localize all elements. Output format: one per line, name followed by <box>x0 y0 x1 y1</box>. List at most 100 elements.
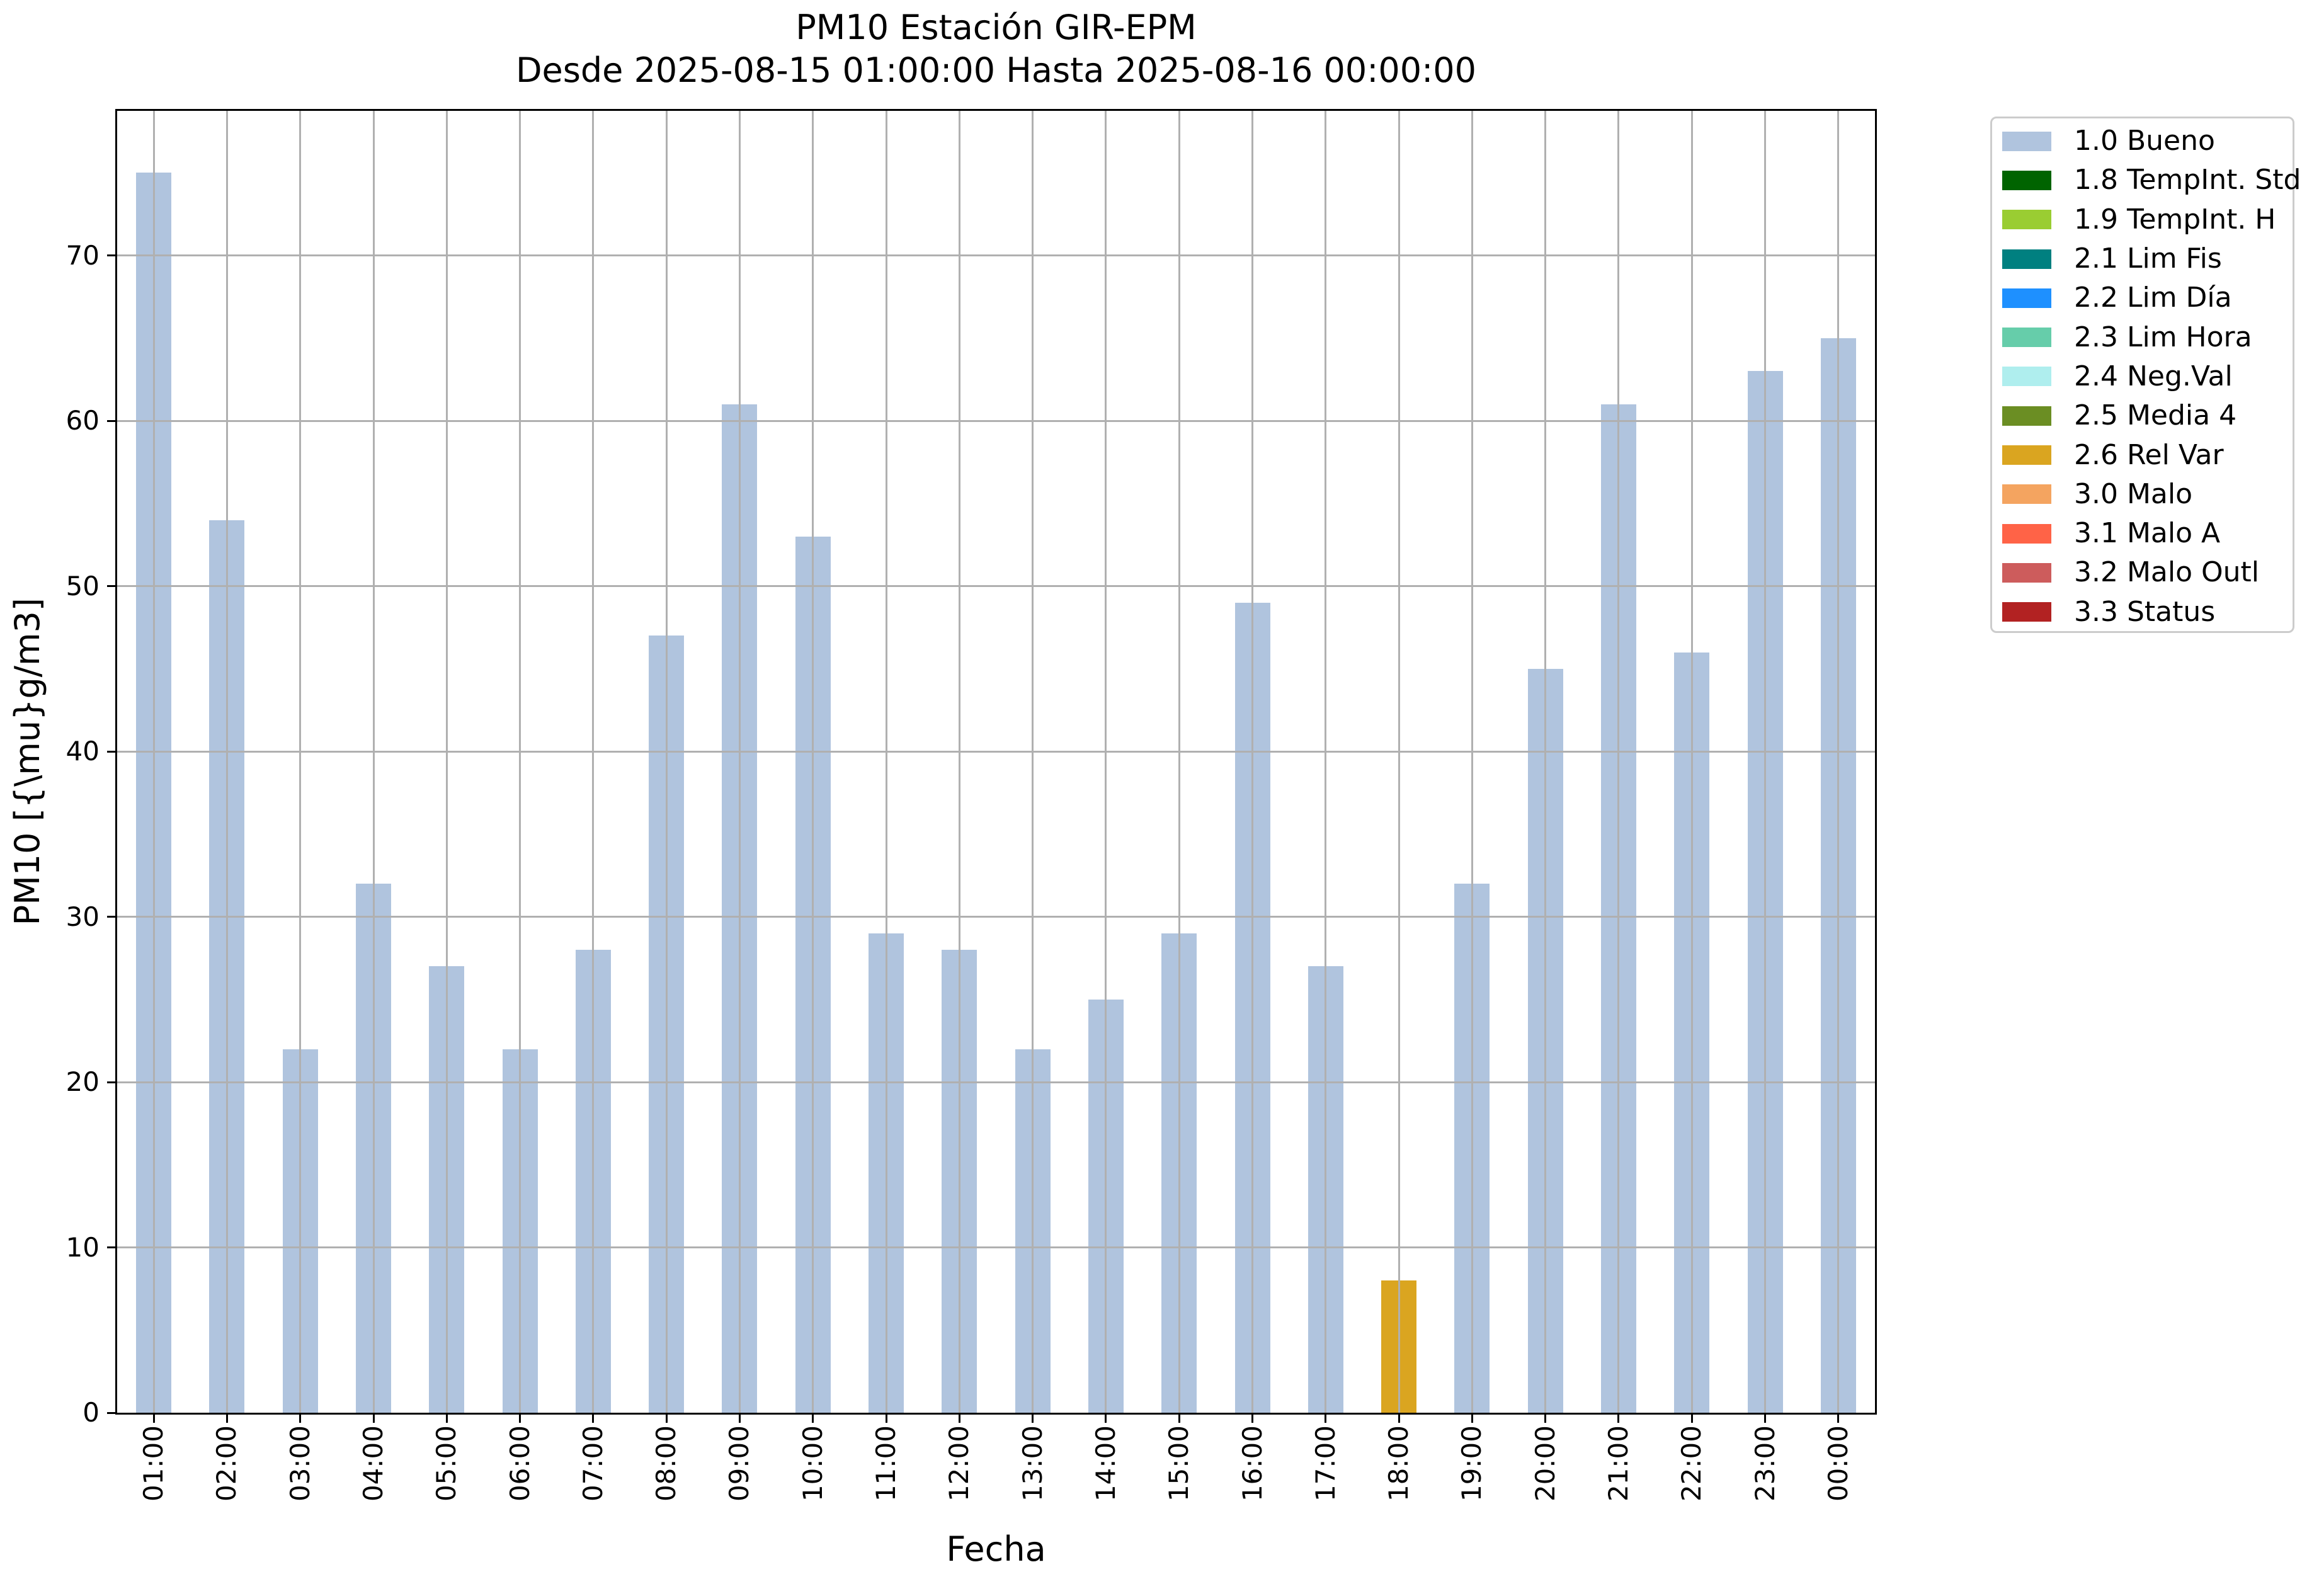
legend-entry-label: 1.8 TempInt. Std <box>2074 164 2301 197</box>
x-tick-mark <box>152 1413 155 1423</box>
vertical-gridline <box>1398 111 1400 1413</box>
vertical-gridline <box>1764 111 1767 1413</box>
x-tick-label: 17:00 <box>1309 1425 1341 1502</box>
vertical-gridline <box>445 111 448 1413</box>
legend-entry: 3.0 Malo <box>2002 475 2293 514</box>
legend-entry-label: 2.3 Lim Hora <box>2074 321 2252 353</box>
x-tick-label: 14:00 <box>1090 1425 1121 1502</box>
legend-swatch <box>2002 210 2051 230</box>
legend-entry: 2.4 Neg.Val <box>2002 357 2293 396</box>
legend-entry-label: 3.0 Malo <box>2074 477 2193 510</box>
x-tick-label: 09:00 <box>724 1425 755 1502</box>
y-tick-mark <box>107 1081 117 1083</box>
y-tick-label: 0 <box>83 1397 100 1428</box>
legend-swatch <box>2002 562 2051 583</box>
legend-entry-label: 2.2 Lim Día <box>2074 282 2232 314</box>
y-tick-mark <box>107 254 117 257</box>
legend-entry-label: 3.2 Malo Outl <box>2074 556 2260 589</box>
x-tick-mark <box>1178 1413 1180 1423</box>
x-tick-mark <box>885 1413 887 1423</box>
x-tick-mark <box>1471 1413 1473 1423</box>
legend-entry: 1.8 TempInt. Std <box>2002 161 2301 200</box>
y-tick-label: 10 <box>66 1231 100 1263</box>
x-tick-mark <box>812 1413 814 1423</box>
x-tick-mark <box>738 1413 741 1423</box>
x-tick-label: 12:00 <box>943 1425 975 1502</box>
plot-area <box>115 109 1877 1415</box>
x-tick-label: 21:00 <box>1602 1425 1634 1502</box>
y-tick-mark <box>107 916 117 918</box>
x-tick-mark <box>1105 1413 1107 1423</box>
x-tick-label: 08:00 <box>651 1425 682 1502</box>
legend-entry-label: 1.0 Bueno <box>2074 125 2215 157</box>
y-tick-label: 20 <box>66 1066 100 1098</box>
y-tick-label: 70 <box>66 239 100 271</box>
x-tick-mark <box>1544 1413 1547 1423</box>
vertical-gridline <box>1617 111 1620 1413</box>
x-tick-mark <box>1617 1413 1620 1423</box>
x-tick-label: 04:00 <box>358 1425 389 1502</box>
vertical-gridline <box>738 111 741 1413</box>
legend-swatch <box>2002 249 2051 269</box>
legend: 1.0 Bueno 1.8 TempInt. Std 1.9 TempInt. H 2… <box>1990 117 2301 633</box>
y-tick-mark <box>107 1411 117 1414</box>
x-tick-label: 01:00 <box>138 1425 169 1502</box>
y-tick-mark <box>107 750 117 753</box>
x-tick-label: 22:00 <box>1676 1425 1707 1502</box>
chart-title: PM10 Estación GIR-EPM <box>795 8 1197 47</box>
y-tick-mark <box>107 585 117 588</box>
x-tick-label: 23:00 <box>1749 1425 1781 1502</box>
x-tick-mark <box>299 1413 302 1423</box>
legend-swatch <box>2002 288 2051 308</box>
x-tick-mark <box>1690 1413 1693 1423</box>
x-tick-mark <box>665 1413 668 1423</box>
x-tick-label: 18:00 <box>1383 1425 1415 1502</box>
x-tick-label: 00:00 <box>1822 1425 1854 1502</box>
vertical-gridline <box>958 111 960 1413</box>
legend-entry: 1.9 TempInt. H <box>2002 200 2293 239</box>
legend-entry-label: 2.1 Lim Fis <box>2074 242 2222 275</box>
horizontal-gridline <box>117 419 1875 422</box>
vertical-gridline <box>1105 111 1107 1413</box>
vertical-gridline <box>1325 111 1327 1413</box>
x-tick-mark <box>1764 1413 1767 1423</box>
legend-entry: 2.2 Lim Día <box>2002 278 2293 317</box>
y-tick-mark <box>107 1246 117 1249</box>
y-tick-label: 60 <box>66 405 100 436</box>
vertical-gridline <box>812 111 814 1413</box>
horizontal-gridline <box>117 916 1875 918</box>
vertical-gridline <box>299 111 302 1413</box>
x-tick-label: 02:00 <box>211 1425 242 1502</box>
x-tick-mark <box>225 1413 228 1423</box>
legend-entry: 2.5 Media 4 <box>2002 396 2293 435</box>
legend-swatch <box>2002 406 2051 426</box>
chart-subtitle: Desde 2025-08-15 01:00:00 Hasta 2025-08-… <box>515 50 1477 90</box>
legend-swatch <box>2002 367 2051 387</box>
vertical-gridline <box>1837 111 1840 1413</box>
vertical-gridline <box>885 111 887 1413</box>
x-tick-label: 03:00 <box>284 1425 316 1502</box>
horizontal-gridline <box>117 1246 1875 1249</box>
legend-entry: 2.1 Lim Fis <box>2002 239 2293 278</box>
vertical-gridline <box>225 111 228 1413</box>
vertical-gridline <box>1544 111 1547 1413</box>
legend-entry: 1.0 Bueno <box>2002 122 2293 161</box>
legend-swatch <box>2002 484 2051 504</box>
x-tick-mark <box>958 1413 960 1423</box>
legend-entry-label: 2.4 Neg.Val <box>2074 360 2233 392</box>
legend-entry: 3.2 Malo Outl <box>2002 553 2293 592</box>
x-tick-label: 06:00 <box>504 1425 535 1502</box>
x-tick-label: 19:00 <box>1456 1425 1488 1502</box>
legend-swatch <box>2002 523 2051 544</box>
vertical-gridline <box>152 111 155 1413</box>
legend-entry-label: 3.1 Malo A <box>2074 517 2221 550</box>
x-tick-label: 07:00 <box>577 1425 608 1502</box>
vertical-gridline <box>592 111 595 1413</box>
legend-entry-label: 2.5 Media 4 <box>2074 399 2237 432</box>
x-tick-label: 11:00 <box>870 1425 902 1502</box>
legend-entry: 3.3 Status <box>2002 593 2293 632</box>
vertical-gridline <box>1251 111 1254 1413</box>
x-axis-label: Fecha <box>946 1529 1046 1569</box>
vertical-gridline <box>519 111 521 1413</box>
